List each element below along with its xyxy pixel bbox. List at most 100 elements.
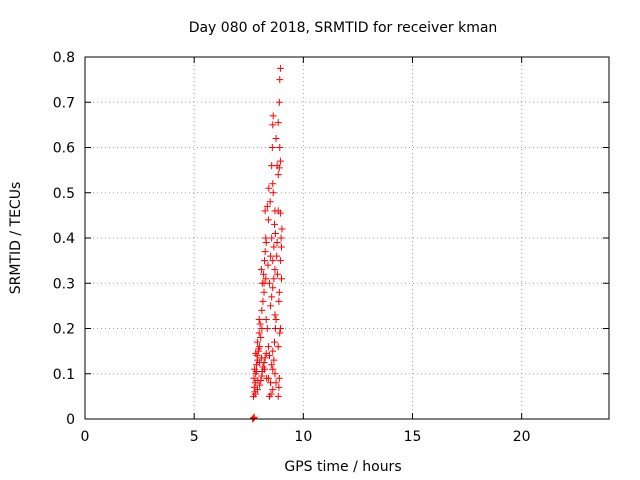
data-point bbox=[276, 329, 284, 337]
data-point bbox=[260, 365, 268, 373]
chart-title: Day 080 of 2018, SRMTID for receiver kma… bbox=[189, 20, 498, 36]
data-point bbox=[252, 367, 260, 375]
data-point bbox=[260, 288, 268, 296]
data-point bbox=[275, 374, 283, 382]
data-point bbox=[262, 275, 270, 283]
data-point bbox=[266, 198, 274, 206]
data-point bbox=[251, 390, 259, 398]
y-tick-label: 0.5 bbox=[53, 186, 75, 202]
data-point bbox=[273, 252, 281, 260]
data-point bbox=[263, 374, 271, 382]
data-point bbox=[271, 338, 279, 346]
data-point bbox=[274, 207, 282, 215]
data-point bbox=[276, 64, 284, 72]
data-point bbox=[262, 234, 270, 242]
data-point bbox=[278, 225, 286, 233]
data-point bbox=[269, 189, 277, 197]
y-tick-label: 0 bbox=[66, 412, 75, 428]
data-point bbox=[277, 234, 285, 242]
data-point bbox=[274, 392, 282, 400]
data-point bbox=[272, 379, 280, 387]
data-point bbox=[259, 297, 267, 305]
grid-lines bbox=[85, 57, 609, 419]
data-point bbox=[258, 306, 266, 314]
plot-frame bbox=[84, 56, 610, 420]
data-point bbox=[253, 338, 261, 346]
data-point bbox=[264, 216, 272, 224]
data-point bbox=[272, 134, 280, 142]
data-point bbox=[257, 354, 265, 362]
data-point bbox=[269, 347, 277, 355]
data-point bbox=[274, 171, 282, 179]
data-point bbox=[271, 220, 279, 228]
data-point bbox=[268, 144, 276, 151]
data-point bbox=[257, 266, 265, 274]
data-point bbox=[275, 98, 283, 106]
data-point bbox=[269, 180, 277, 188]
data-point bbox=[276, 76, 284, 84]
y-tick-label: 0.7 bbox=[53, 95, 75, 111]
data-point bbox=[274, 343, 282, 351]
data-point bbox=[274, 119, 282, 127]
data-point bbox=[269, 386, 277, 394]
data-point bbox=[268, 361, 276, 369]
data-point bbox=[273, 239, 281, 247]
data-point bbox=[271, 266, 279, 274]
data-point bbox=[278, 275, 285, 283]
data-point bbox=[272, 315, 280, 323]
data-point bbox=[275, 383, 283, 391]
data-point bbox=[267, 390, 275, 398]
y-tick-label: 0.6 bbox=[53, 141, 75, 157]
data-point bbox=[271, 325, 279, 332]
y-axis-label: SRMTID / TECUs bbox=[8, 182, 24, 295]
data-point bbox=[255, 329, 263, 337]
data-point bbox=[255, 315, 263, 323]
data-point bbox=[271, 370, 279, 378]
data-point bbox=[250, 374, 258, 382]
data-point bbox=[252, 349, 260, 357]
data-point bbox=[260, 270, 268, 278]
data-point bbox=[258, 325, 266, 332]
data-point bbox=[264, 261, 272, 269]
data-point bbox=[269, 121, 277, 129]
data-point bbox=[263, 202, 271, 210]
axis-ticks: 0 5 10 15 20 0 0.1 0.2 0.3 0.4 0.5 0.6 0.7 0.8 bbox=[53, 50, 609, 445]
data-point bbox=[275, 297, 283, 305]
data-point bbox=[265, 184, 273, 192]
data-point bbox=[276, 144, 284, 151]
data-point bbox=[274, 270, 282, 278]
data-point bbox=[278, 243, 285, 251]
data-point bbox=[269, 365, 277, 373]
data-point bbox=[276, 257, 284, 265]
data-points bbox=[249, 64, 286, 423]
data-point bbox=[276, 157, 284, 165]
data-point bbox=[275, 164, 283, 172]
data-point bbox=[250, 413, 258, 421]
data-point bbox=[261, 248, 269, 256]
data-point bbox=[256, 358, 264, 366]
data-point bbox=[262, 315, 270, 323]
y-tick-label: 0.1 bbox=[53, 367, 75, 383]
y-tick-label: 0.8 bbox=[53, 50, 75, 66]
data-point bbox=[267, 302, 275, 310]
data-point bbox=[256, 381, 264, 389]
data-point bbox=[270, 243, 278, 251]
data-point bbox=[269, 112, 277, 120]
data-point bbox=[264, 343, 272, 351]
data-point bbox=[269, 284, 277, 292]
x-axis-label: GPS time / hours bbox=[284, 459, 401, 475]
data-point bbox=[271, 311, 279, 319]
data-point bbox=[260, 279, 268, 287]
data-point bbox=[270, 356, 278, 364]
data-point bbox=[260, 257, 268, 265]
data-point bbox=[267, 252, 275, 260]
x-tick-label: 15 bbox=[404, 429, 422, 445]
data-point bbox=[271, 229, 279, 237]
data-point bbox=[255, 345, 263, 353]
y-tick-label: 0.2 bbox=[53, 322, 75, 338]
data-point bbox=[268, 293, 276, 301]
y-tick-label: 0.3 bbox=[53, 276, 75, 292]
data-point bbox=[250, 414, 258, 422]
y-tick-label: 0.4 bbox=[53, 231, 75, 247]
